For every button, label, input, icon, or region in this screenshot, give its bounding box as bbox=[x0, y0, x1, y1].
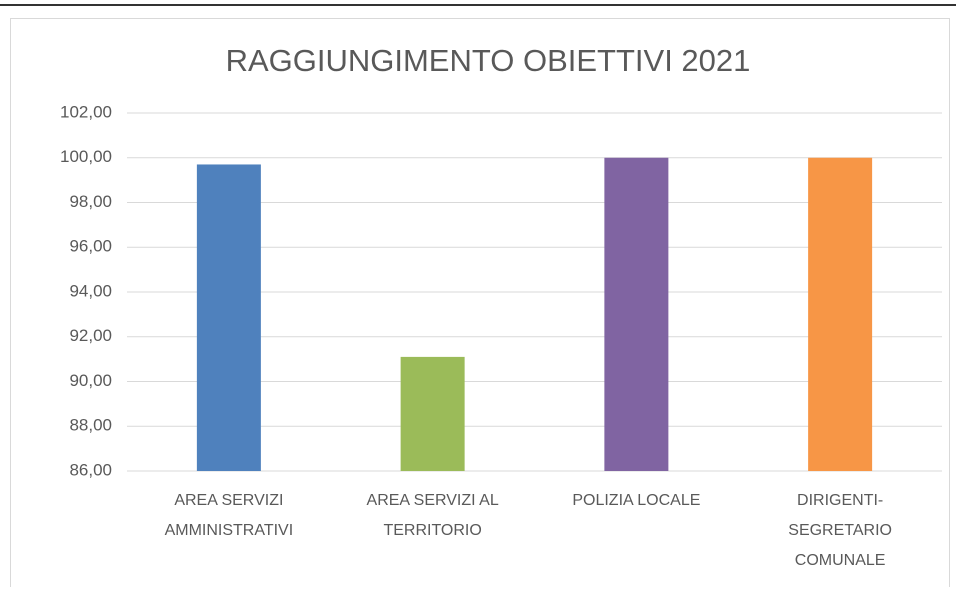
x-tick-label: DIRIGENTI-SEGRETARIO COMUNALE bbox=[788, 492, 892, 569]
bar bbox=[604, 157, 669, 471]
y-tick-label: 92,00 bbox=[69, 326, 112, 345]
y-tick-label: 86,00 bbox=[69, 460, 112, 479]
chart-frame bbox=[10, 18, 950, 592]
x-tick-label: AREA SERVIZI AMMINISTRATIVI bbox=[164, 492, 294, 539]
y-tick-label: 100,00 bbox=[60, 147, 112, 166]
bar bbox=[808, 157, 873, 471]
x-tick-label: AREA SERVIZI AL TERRITORIO bbox=[366, 492, 499, 539]
y-tick-label: 98,00 bbox=[69, 192, 112, 211]
y-tick-label: 88,00 bbox=[69, 416, 112, 435]
y-tick-label: 90,00 bbox=[69, 371, 112, 390]
chart-title: RAGGIUNGIMENTO OBIETTIVI 2021 bbox=[226, 43, 751, 78]
y-tick-label: 102,00 bbox=[60, 102, 112, 121]
x-tick-label: POLIZIA LOCALE bbox=[572, 492, 701, 509]
y-tick-label: 96,00 bbox=[69, 237, 112, 256]
bar bbox=[400, 356, 465, 471]
y-tick-label: 94,00 bbox=[69, 281, 112, 300]
bar bbox=[196, 164, 261, 471]
